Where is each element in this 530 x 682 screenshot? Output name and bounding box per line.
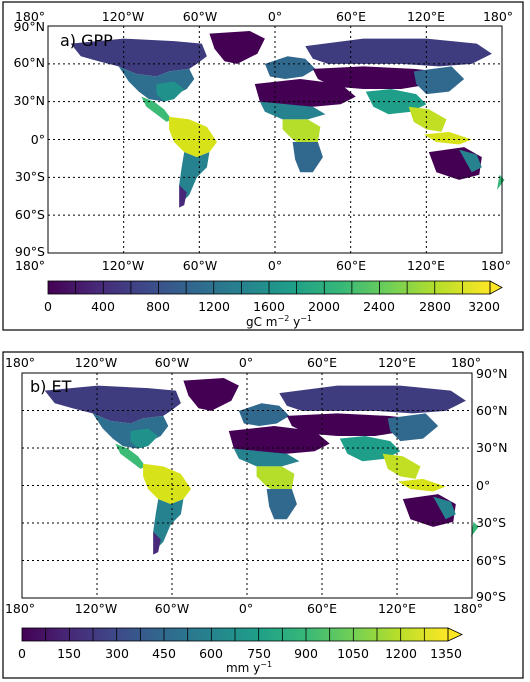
lon-label: 0° bbox=[239, 355, 253, 370]
lon-label: 0° bbox=[239, 601, 253, 616]
colorbar-a-ticks: 0 400 800 1200 1600 2000 2400 2800 3200 bbox=[44, 299, 500, 314]
colorbar-b-units: mm y−1 bbox=[226, 660, 272, 675]
lon-label: 180° bbox=[15, 9, 45, 24]
lon-label: 60°W bbox=[155, 601, 190, 616]
lon-label: 120°W bbox=[102, 9, 144, 24]
lon-label: 120°E bbox=[407, 9, 445, 24]
colorbar-tick: 1050 bbox=[337, 646, 369, 661]
lon-label: 180° bbox=[5, 601, 35, 616]
panel-a-border bbox=[2, 1, 524, 331]
lat-label: 60°N bbox=[13, 55, 45, 70]
lon-label: 60°W bbox=[183, 258, 218, 273]
colorbar-tick: 2000 bbox=[308, 299, 340, 314]
panel-b-title: b) ET bbox=[30, 377, 72, 396]
lat-label: 60°S bbox=[15, 207, 45, 222]
colorbar-tick: 1350 bbox=[430, 646, 462, 661]
lon-labels-top-a: 180° 120°W 60°W 0° 60°E 120°E 180° bbox=[15, 9, 513, 24]
map-b bbox=[44, 378, 479, 555]
lon-label: 60°W bbox=[183, 9, 218, 24]
lat-labels-b: 90°N 60°N 30°N 0° 30°S 60°S 90°S bbox=[476, 366, 508, 604]
lon-label: 60°W bbox=[155, 355, 190, 370]
lat-label: 30°N bbox=[13, 93, 45, 108]
lon-label: 120°E bbox=[378, 601, 416, 616]
panel-b-border bbox=[2, 351, 524, 679]
lat-label: 90°S bbox=[476, 589, 506, 604]
colorbar-tick: 400 bbox=[91, 299, 115, 314]
lat-label: 30°N bbox=[476, 440, 508, 455]
colorbar-a-dividers bbox=[75, 281, 463, 294]
colorbar-tick: 2800 bbox=[419, 299, 451, 314]
lat-label: 0° bbox=[476, 478, 490, 493]
lon-label: 0° bbox=[268, 258, 282, 273]
lat-label: 0° bbox=[31, 132, 45, 147]
lat-label: 30°S bbox=[15, 169, 45, 184]
lat-label: 60°N bbox=[476, 403, 508, 418]
lon-label: 180° bbox=[483, 9, 513, 24]
lon-label: 180° bbox=[481, 258, 511, 273]
lat-label: 90°S bbox=[15, 244, 45, 259]
lon-label: 180° bbox=[451, 355, 481, 370]
colorbar-tick: 600 bbox=[199, 646, 223, 661]
colorbar-b-dividers bbox=[45, 628, 425, 641]
lon-labels-bottom-b: 180° 120°W 60°W 0° 60°E 120°E 180° bbox=[5, 601, 483, 616]
colorbar-tick: 1200 bbox=[198, 299, 230, 314]
colorbar-tick: 750 bbox=[247, 646, 271, 661]
lon-label: 60°E bbox=[307, 601, 337, 616]
lon-label: 60°E bbox=[336, 258, 366, 273]
lat-label: 30°S bbox=[476, 515, 506, 530]
lat-labels-a: 90°N 60°N 30°N 0° 30°S 60°S 90°S bbox=[13, 19, 45, 259]
lon-label: 120°W bbox=[75, 355, 117, 370]
colorbar-tick: 3200 bbox=[468, 299, 500, 314]
lon-labels-top-b: 180° 120°W 60°W 0° 60°E 120°E 180° bbox=[5, 355, 481, 370]
lon-label: 120°E bbox=[378, 355, 416, 370]
panel-a-title: a) GPP bbox=[60, 31, 113, 50]
colorbar-a: 0 400 800 1200 1600 2000 2400 2800 3200 … bbox=[44, 280, 503, 329]
colorbar-tick: 800 bbox=[146, 299, 170, 314]
map-a-gridlines bbox=[48, 26, 502, 253]
colorbar-tick: 0 bbox=[18, 646, 26, 661]
lon-label: 120°W bbox=[102, 258, 144, 273]
colorbar-tick: 1600 bbox=[253, 299, 285, 314]
lon-labels-bottom-a: 180° 120°W 60°W 0° 60°E 120°E 180° bbox=[15, 258, 511, 273]
colorbar-tick: 150 bbox=[57, 646, 81, 661]
colorbar-tick: 0 bbox=[44, 299, 52, 314]
colorbar-tick: 1200 bbox=[385, 646, 417, 661]
lon-label: 180° bbox=[5, 355, 35, 370]
lon-label: 180° bbox=[453, 601, 483, 616]
colorbar-tick: 2400 bbox=[363, 299, 395, 314]
lon-label: 60°E bbox=[307, 355, 337, 370]
lon-label: 120°W bbox=[75, 601, 117, 616]
lon-label: 60°E bbox=[336, 9, 366, 24]
colorbar-a-units: gC m−2 y−1 bbox=[246, 314, 312, 329]
lon-label: 120°E bbox=[407, 258, 445, 273]
lon-label: 0° bbox=[268, 9, 282, 24]
colorbar-tick: 300 bbox=[105, 646, 129, 661]
colorbar-tick: 450 bbox=[152, 646, 176, 661]
lat-label: 90°N bbox=[476, 366, 508, 381]
colorbar-tick: 900 bbox=[294, 646, 318, 661]
lat-label: 60°S bbox=[476, 553, 506, 568]
map-b-gridlines bbox=[22, 373, 472, 598]
lat-label: 90°N bbox=[13, 19, 45, 34]
colorbar-b: 0 150 300 450 600 750 900 1050 1200 1350… bbox=[18, 627, 463, 675]
panel-a: a) GPP 180° 120°W 60°W 0° 60°E 120°E 180… bbox=[13, 9, 513, 329]
lon-label: 180° bbox=[15, 258, 45, 273]
colorbar-b-ticks: 0 150 300 450 600 750 900 1050 1200 1350 bbox=[18, 646, 462, 661]
panel-b: b) ET 180° 120°W 60°W 0° 60°E 120°E 180°… bbox=[5, 355, 508, 675]
map-a bbox=[70, 31, 505, 208]
